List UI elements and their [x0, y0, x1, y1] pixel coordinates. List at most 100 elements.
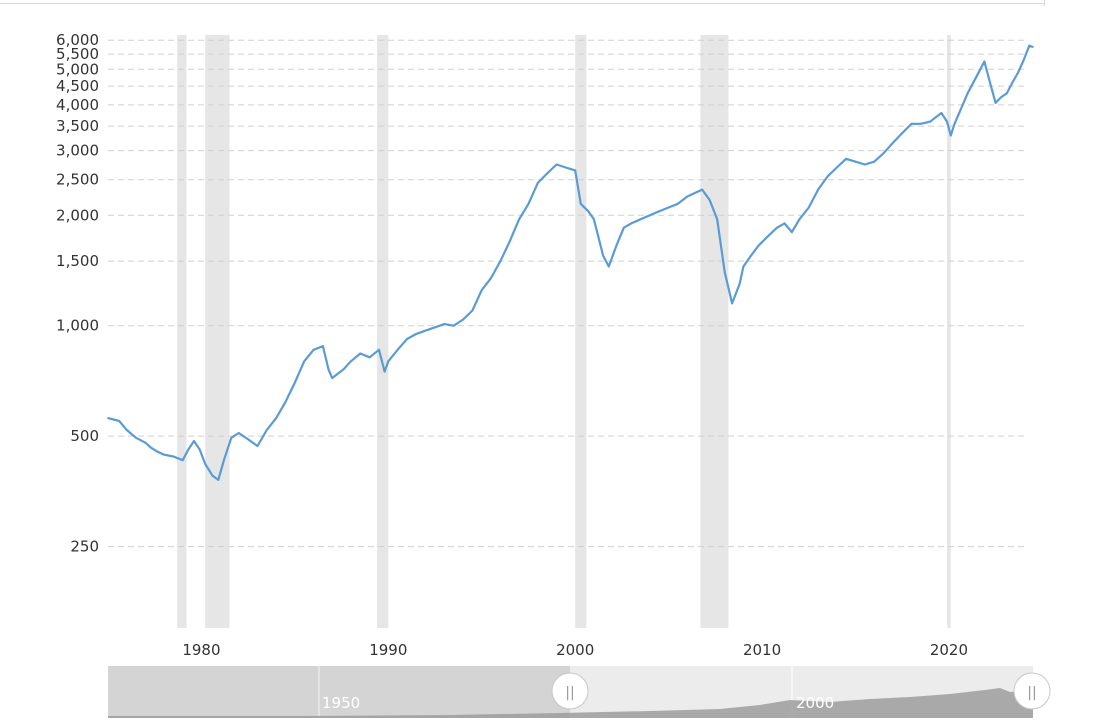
data-point: [163, 453, 165, 456]
y-tick-label: 1,000: [56, 317, 99, 335]
recession-band: [575, 35, 587, 628]
data-point: [359, 352, 362, 355]
data-point: [766, 235, 769, 238]
data-point: [864, 163, 866, 166]
data-point: [574, 169, 576, 172]
data-point: [989, 81, 991, 84]
grid-lines: [108, 39, 1028, 548]
y-tick-label: 500: [70, 427, 99, 445]
data-point: [1022, 59, 1025, 61]
navigator-left-handle[interactable]: ||: [551, 672, 589, 710]
data-point: [135, 436, 137, 439]
x-tick-label: 2000: [556, 641, 594, 659]
data-point: [536, 182, 539, 184]
data-point: [112, 418, 115, 421]
top-divider: [0, 3, 1045, 4]
data-point: [443, 323, 446, 325]
data-point: [327, 368, 330, 371]
data-point: [630, 222, 633, 225]
data-point: [935, 116, 937, 119]
data-point: [835, 166, 838, 169]
data-point: [424, 329, 427, 332]
data-point: [322, 345, 324, 347]
navigator-right-handle[interactable]: ||: [1013, 672, 1051, 710]
data-point: [107, 417, 109, 419]
data-point: [172, 455, 175, 458]
data-point: [602, 255, 605, 257]
handle-circle[interactable]: [1013, 672, 1051, 710]
y-tick-label: 4,500: [56, 77, 99, 95]
data-point: [155, 450, 158, 452]
data-point: [983, 60, 986, 63]
data-point: [639, 218, 642, 221]
recession-band: [700, 35, 729, 628]
data-point: [452, 324, 455, 327]
navigator-label: 1950: [322, 694, 360, 712]
data-point: [217, 479, 220, 481]
data-point: [757, 245, 760, 247]
data-point: [230, 436, 233, 439]
data-point: [910, 123, 913, 125]
data-point: [587, 210, 590, 213]
data-point: [303, 360, 306, 363]
x-tick-label: 1980: [182, 641, 220, 659]
x-tick-label: 2010: [743, 641, 781, 659]
grip-icon: ||: [1027, 685, 1036, 701]
data-point: [723, 271, 726, 273]
navigator-unselected-area: [108, 666, 570, 718]
data-point: [284, 401, 287, 403]
data-point: [247, 438, 249, 441]
recession-band: [377, 35, 389, 628]
series-line: [107, 44, 1034, 481]
data-point: [187, 448, 190, 451]
data-point: [294, 381, 296, 384]
data-point: [873, 160, 875, 163]
data-point: [579, 202, 582, 205]
data-point: [378, 348, 380, 351]
data-point: [546, 172, 548, 175]
y-tick-label: 5,000: [56, 60, 99, 78]
data-point: [920, 123, 922, 125]
data-point: [798, 218, 801, 221]
data-point: [731, 302, 733, 305]
data-point: [959, 110, 961, 112]
data-point: [387, 360, 390, 363]
data-point: [211, 474, 214, 477]
data-point: [565, 166, 567, 169]
data-point: [994, 102, 997, 104]
data-point: [480, 289, 483, 291]
data-point: [826, 175, 829, 178]
series-group: [107, 44, 1034, 481]
data-point: [693, 192, 696, 194]
data-point: [471, 309, 474, 312]
data-point: [223, 459, 225, 461]
data-point: [350, 360, 352, 363]
data-point: [1017, 71, 1019, 74]
data-point: [204, 463, 206, 465]
data-point: [508, 240, 511, 242]
data-point: [716, 218, 718, 221]
data-point: [490, 277, 492, 279]
data-point: [368, 356, 371, 359]
data-point: [892, 142, 894, 144]
data-point: [238, 432, 240, 434]
data-point: [499, 260, 502, 262]
data-point: [383, 370, 386, 373]
data-point: [518, 218, 520, 221]
y-tick-label: 250: [70, 538, 99, 556]
data-point: [791, 231, 793, 233]
data-point: [144, 441, 147, 444]
data-point: [807, 206, 810, 209]
data-point: [462, 318, 464, 321]
data-point: [1000, 96, 1003, 98]
data-point: [331, 377, 334, 379]
y-tick-label: 2,500: [56, 171, 99, 189]
handle-circle[interactable]: [551, 672, 589, 710]
navigator-series-area: [108, 688, 1033, 718]
data-point: [346, 364, 348, 367]
data-point: [1011, 81, 1014, 84]
y-tick-label: 2,000: [56, 206, 99, 224]
range-navigator[interactable]: 1950 2000 || ||: [108, 666, 1051, 718]
data-point: [658, 210, 661, 213]
data-point: [845, 158, 847, 160]
